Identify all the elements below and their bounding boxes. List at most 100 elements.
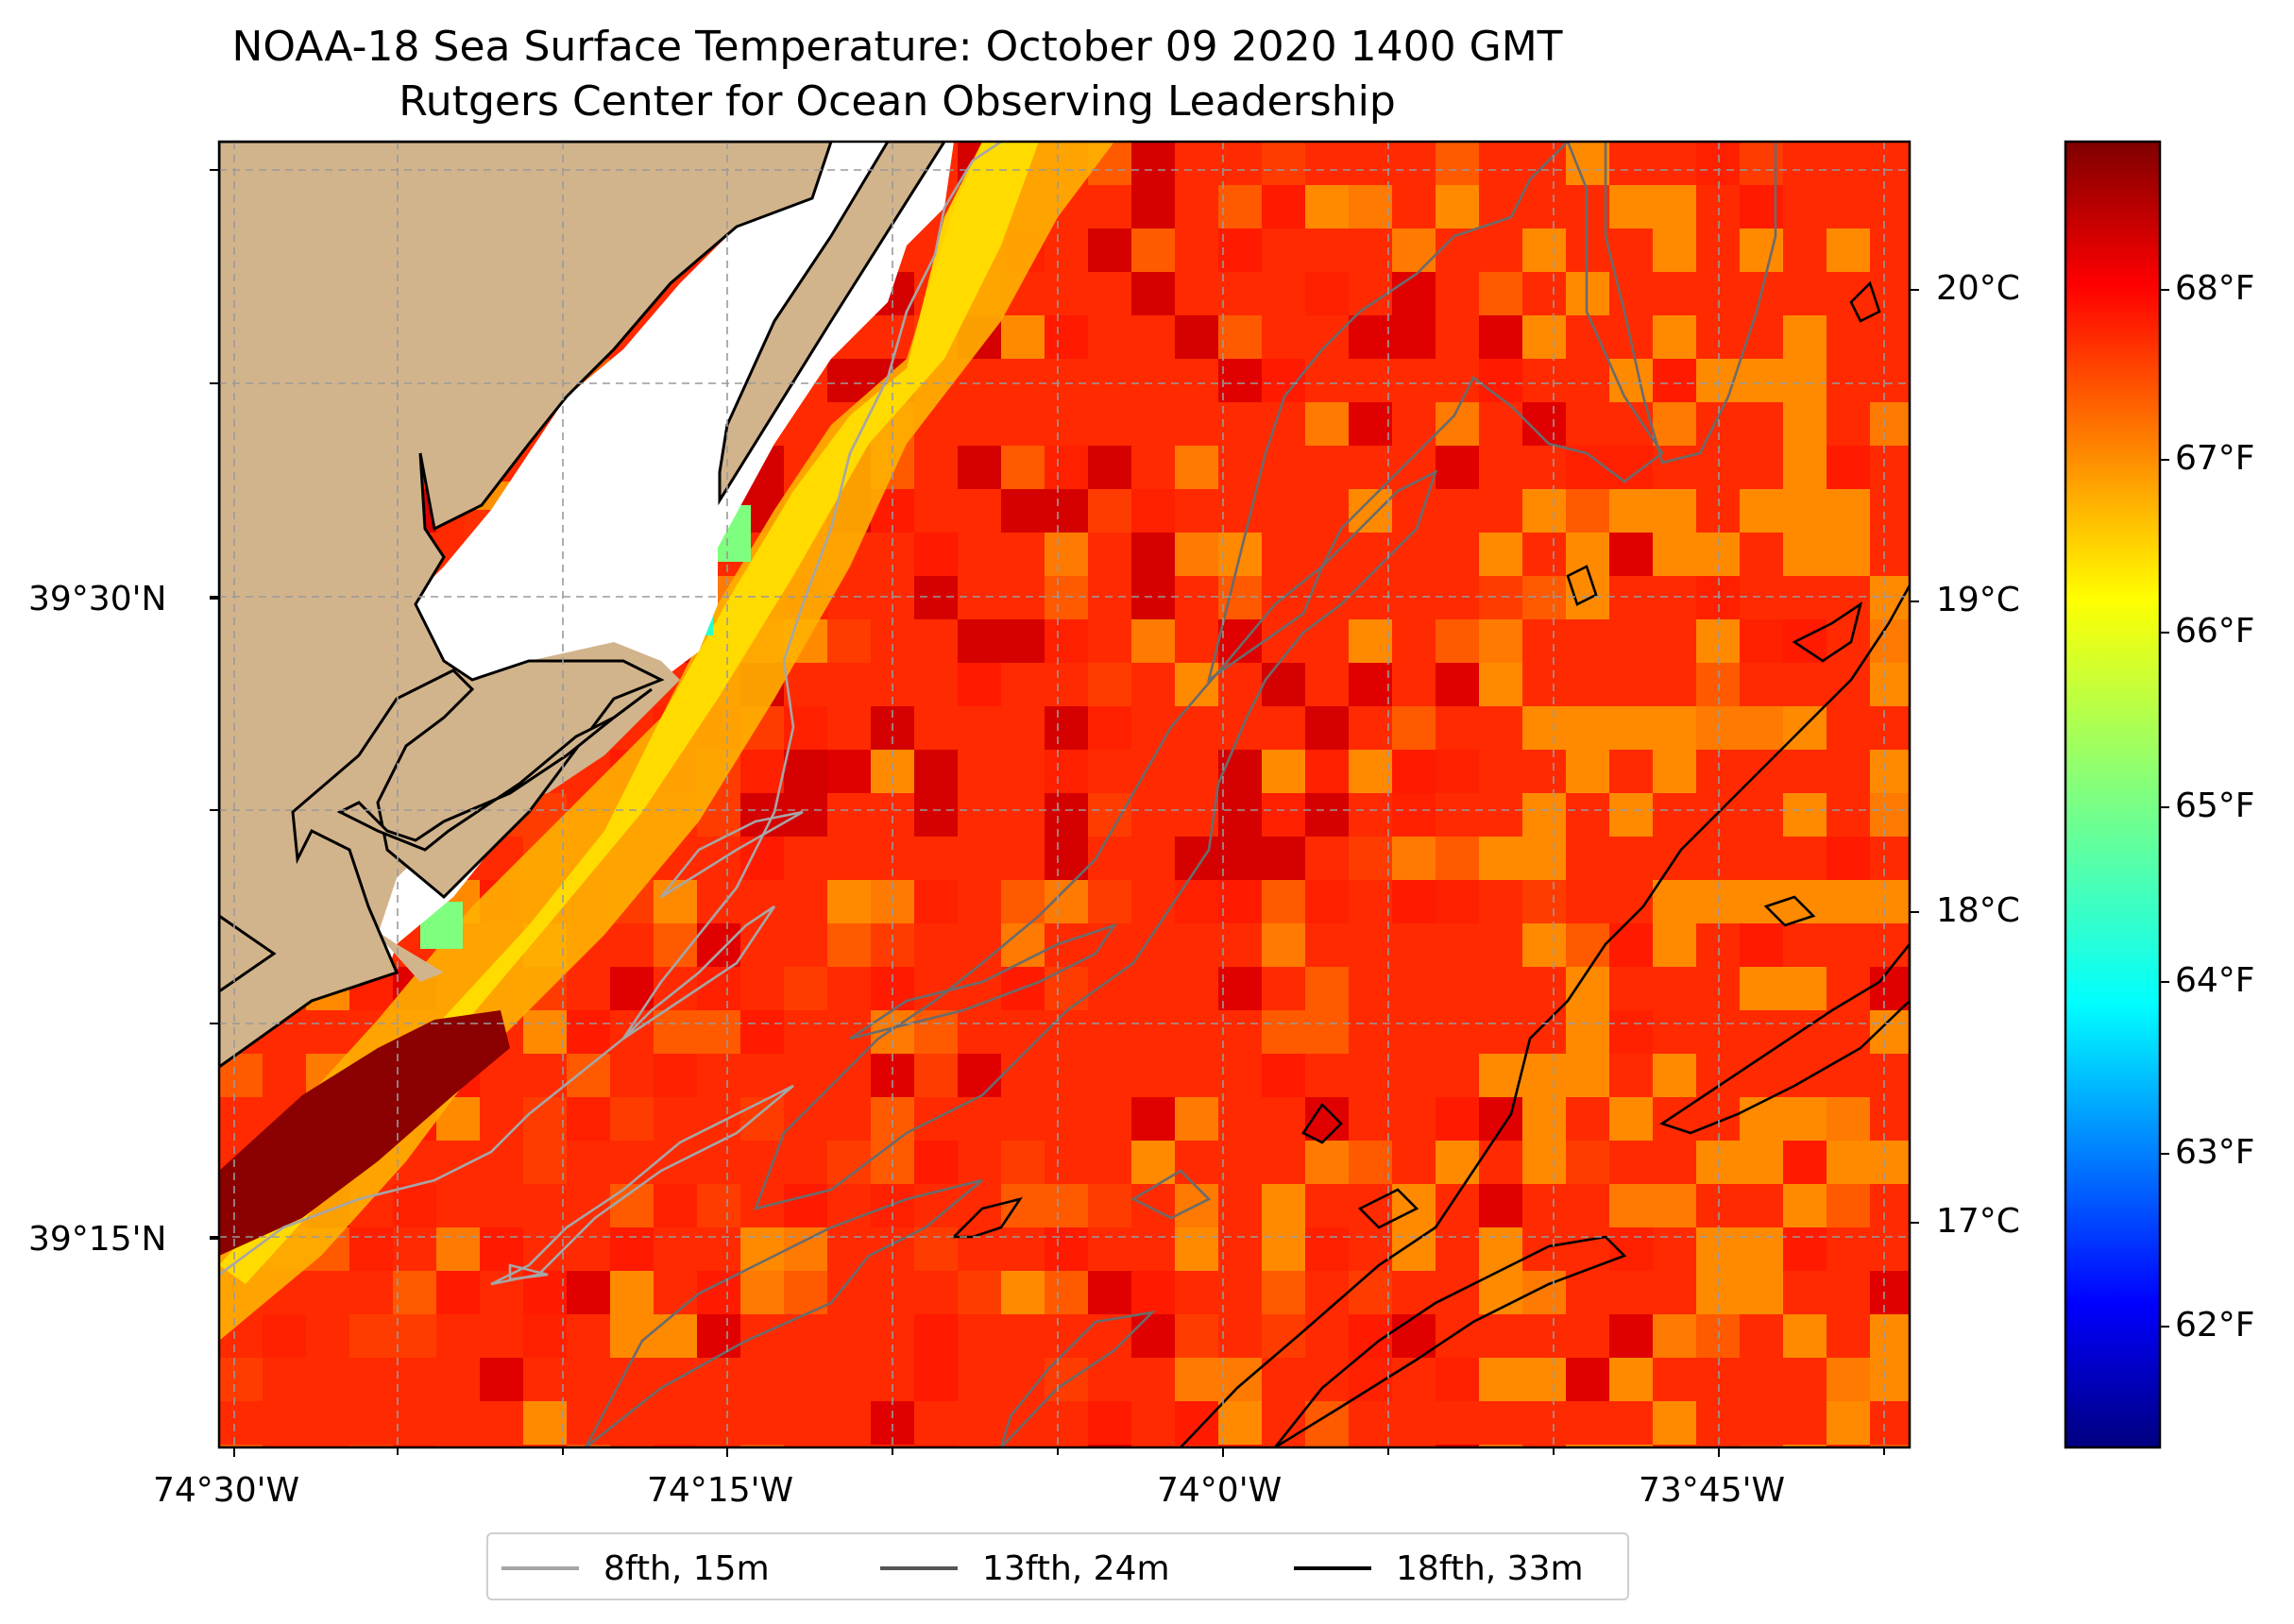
sst-cell <box>1045 533 1088 576</box>
sst-cell <box>1740 1141 1783 1184</box>
sst-cell <box>1479 663 1522 706</box>
legend-label-8fth: 8fth, 15m <box>603 1548 770 1588</box>
sst-cell <box>1305 1445 1349 1447</box>
sst-cell <box>654 1184 697 1227</box>
sst-cell <box>1175 837 1218 880</box>
sst-cell <box>567 1097 610 1141</box>
sst-cell <box>1088 489 1131 533</box>
sst-cell <box>1218 619 1262 663</box>
sst-cell <box>1609 1184 1653 1227</box>
sst-cell <box>1870 1358 1910 1401</box>
sst-cell <box>1783 880 1827 923</box>
sst-field <box>219 142 1910 1447</box>
sst-cell <box>393 1445 436 1447</box>
sst-cell <box>740 1097 784 1141</box>
sst-cell <box>654 1445 697 1447</box>
sst-cell <box>1131 1141 1175 1184</box>
sst-cell <box>1088 1445 1131 1447</box>
lat-label-39-30n: 39°30'N <box>28 580 167 618</box>
sst-cell <box>1653 533 1696 576</box>
sst-cell <box>1522 576 1566 619</box>
sst-cell <box>523 1141 567 1184</box>
sst-cell <box>654 1314 697 1358</box>
sst-cell <box>697 923 740 967</box>
legend-swatch-13fth <box>880 1566 958 1570</box>
sst-cell <box>393 1271 436 1314</box>
sst-cell <box>914 750 958 793</box>
sst-cell <box>1262 750 1305 793</box>
sst-cell <box>1305 880 1349 923</box>
sst-cell <box>1479 837 1522 880</box>
sst-cell <box>1175 315 1218 359</box>
sst-cell <box>1088 228 1131 272</box>
sst-cell <box>1783 402 1827 446</box>
sst-cell <box>1045 880 1088 923</box>
sst-cell <box>610 1227 654 1271</box>
sst-cell <box>1696 619 1740 663</box>
sst-cell <box>1436 1141 1479 1184</box>
sst-cell <box>1349 837 1392 880</box>
sst-cell <box>1653 1184 1696 1227</box>
colorbar-ticks <box>2160 289 2169 1328</box>
sst-cell <box>1783 489 1827 533</box>
sst-cell <box>1870 967 1910 1010</box>
sst-cell <box>436 1227 480 1271</box>
sst-cell <box>1609 706 1653 750</box>
sst-cell <box>1305 402 1349 446</box>
sst-cell <box>1001 1141 1045 1184</box>
sst-cell <box>1522 837 1566 880</box>
sst-cell <box>1349 402 1392 446</box>
sst-cell <box>1609 185 1653 228</box>
colorbar <box>2064 140 2162 1449</box>
sst-cell <box>480 1227 523 1271</box>
sst-cell <box>1783 1141 1827 1184</box>
sst-cell <box>349 1227 393 1271</box>
sst-cell <box>958 663 1001 706</box>
lon-label-73-45w: 73°45'W <box>1639 1471 1786 1510</box>
sst-cell <box>1131 619 1175 663</box>
sst-cell <box>1305 750 1349 793</box>
sst-cell <box>1566 923 1609 967</box>
sst-cell <box>827 619 871 663</box>
sst-cell <box>1175 880 1218 923</box>
map-ticks <box>210 169 1919 1457</box>
sst-cell <box>1522 1054 1566 1097</box>
fahrenheit-label-65: 65°F <box>2175 787 2255 825</box>
sst-cell <box>1131 142 1175 185</box>
land-mainland <box>219 142 833 1069</box>
sst-cell <box>1609 923 1653 967</box>
sst-cell <box>1870 793 1910 837</box>
sst-cell <box>1870 1271 1910 1314</box>
sst-cell <box>1218 1358 1262 1401</box>
sst-cell <box>1131 533 1175 576</box>
sst-cell <box>784 967 827 1010</box>
sst-cell <box>567 1445 610 1447</box>
sst-cell <box>1479 272 1522 315</box>
lon-label-74-30w: 74°30'W <box>153 1471 300 1510</box>
sst-cell <box>871 923 914 967</box>
sst-cell <box>1218 793 1262 837</box>
sst-cell <box>1045 793 1088 837</box>
sst-cell <box>1262 1184 1305 1227</box>
sst-cell <box>1653 706 1696 750</box>
sst-cell <box>1262 1227 1305 1271</box>
sst-cell <box>1783 967 1827 1010</box>
sst-cell <box>1566 1445 1609 1447</box>
sst-cell <box>1827 1141 1870 1184</box>
sst-cell <box>1827 837 1870 880</box>
sst-cell <box>784 750 827 793</box>
sst-cell <box>697 1184 740 1227</box>
sst-cell <box>1870 1445 1910 1447</box>
sst-cell <box>697 967 740 1010</box>
sst-cell <box>1783 1184 1827 1227</box>
sst-cell <box>1436 185 1479 228</box>
sst-cell <box>1522 793 1566 837</box>
sst-cell <box>1088 1401 1131 1445</box>
sst-cell <box>1783 619 1827 663</box>
sst-cell <box>1392 1227 1436 1271</box>
sst-cell <box>1262 185 1305 228</box>
sst-cell <box>1436 837 1479 880</box>
sst-cell <box>1870 402 1910 446</box>
sst-cell <box>1827 228 1870 272</box>
sst-cell <box>1175 1401 1218 1445</box>
